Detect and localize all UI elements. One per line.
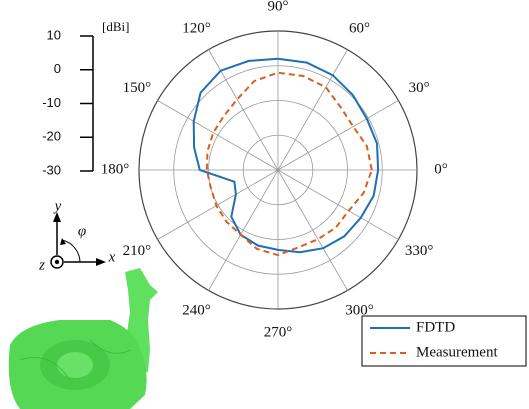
- grid-spoke: [277, 100, 399, 171]
- grid-spoke: [277, 49, 348, 171]
- unit-label: [dBi]: [102, 19, 129, 34]
- grid-spoke: [208, 169, 279, 291]
- angle-label: 0°: [434, 161, 448, 177]
- scale-label: -20: [42, 129, 61, 144]
- axis-label: φ: [78, 223, 86, 239]
- legend-box: [361, 315, 527, 367]
- scale-label: -30: [42, 162, 61, 177]
- axis-label: x: [108, 249, 116, 265]
- grid-spoke: [208, 49, 279, 171]
- series-line: [192, 57, 380, 254]
- angle-label: 300°: [345, 303, 374, 319]
- angle-label: 90°: [268, 0, 289, 14]
- grid-spoke: [277, 169, 348, 291]
- grid-spoke: [157, 100, 279, 171]
- angle-label: 180°: [101, 161, 130, 177]
- axis-label: z: [38, 257, 45, 273]
- coordinate-icon: [50, 212, 106, 269]
- legend-label: FDTD: [416, 319, 455, 335]
- angle-label: 30°: [409, 80, 430, 96]
- legend-label: Measurement: [416, 344, 498, 360]
- grid-spoke: [157, 169, 279, 240]
- scale-label: -10: [42, 95, 61, 110]
- grid-spoke: [277, 169, 399, 240]
- angle-label: 210°: [123, 243, 152, 259]
- scale-label: 0: [54, 61, 61, 76]
- angle-label: 240°: [182, 303, 211, 319]
- axis-label: y: [53, 198, 62, 214]
- angle-label: 270°: [264, 324, 293, 340]
- angle-label: 120°: [182, 20, 211, 36]
- scale-label: 10: [47, 27, 61, 42]
- body-model: [8, 268, 158, 409]
- angle-label: 150°: [123, 80, 152, 96]
- angle-label: 330°: [405, 243, 434, 259]
- angle-label: 60°: [349, 20, 370, 36]
